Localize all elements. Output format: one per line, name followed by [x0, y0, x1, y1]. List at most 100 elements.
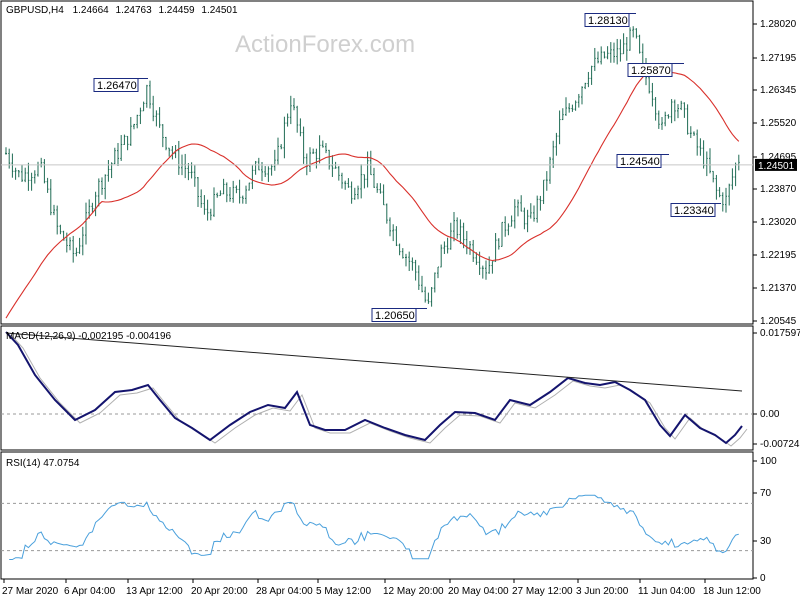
price-bar	[341, 172, 343, 189]
macd-panel-frame	[0, 325, 754, 451]
price-bar	[565, 97, 567, 116]
price-bar	[107, 159, 110, 182]
price-bar	[683, 102, 686, 118]
price-bar	[622, 33, 625, 55]
price-bar	[200, 189, 203, 208]
price-bar	[424, 286, 427, 303]
price-bar	[379, 183, 382, 194]
axis-layer: 1.28020 1.27195 1.26345 1.25520 1.24695 1.238…	[2, 19, 800, 597]
rsi-title: RSI(14) 47.0754	[6, 458, 80, 469]
price-bar	[155, 110, 158, 127]
macd-axis-tick: -0.007242	[760, 439, 800, 450]
price-bar	[94, 191, 97, 217]
price-bar	[219, 190, 222, 197]
price-bar	[251, 165, 254, 190]
price-bar	[552, 140, 555, 168]
price-bar	[344, 180, 347, 190]
price-layer: 1.26470 1.28130 1.25870 1.24540 1.23340 1.206…	[1, 13, 753, 322]
price-bar	[433, 272, 436, 293]
price-bar	[533, 205, 535, 222]
price-bar	[584, 82, 587, 90]
price-bar	[587, 71, 590, 88]
time-axis-tick: 27 Mar 2020	[2, 586, 59, 597]
price-bar	[222, 178, 225, 195]
price-bar	[305, 153, 308, 176]
price-bar	[574, 100, 577, 111]
price-bar	[197, 176, 199, 208]
price-bar	[360, 164, 363, 199]
price-bar	[193, 165, 196, 187]
svg-text:1.26470: 1.26470	[97, 80, 137, 92]
price-bar	[373, 167, 375, 188]
price-bar	[542, 179, 545, 205]
price-bar	[248, 182, 251, 191]
rsi-layer	[1, 494, 753, 560]
price-bar	[680, 100, 683, 111]
price-bar	[353, 187, 356, 200]
price-bar	[395, 226, 398, 247]
price-bar	[49, 179, 52, 216]
price-bar	[430, 287, 433, 307]
price-bar	[446, 237, 449, 254]
price-bar	[389, 217, 391, 237]
price-bar	[625, 36, 628, 61]
price-bar	[581, 86, 583, 105]
price-bar	[405, 253, 407, 267]
price-bar	[427, 292, 430, 304]
svg-text:1.25870: 1.25870	[631, 65, 671, 77]
time-axis-tick: 12 May 20:00	[383, 586, 444, 597]
price-bar	[616, 38, 619, 65]
price-bar	[37, 161, 39, 177]
price-bar	[504, 216, 507, 237]
price-bar	[597, 51, 599, 64]
price-bar	[501, 221, 503, 247]
rsi-axis-tick: 0	[760, 573, 766, 584]
price-bar	[657, 110, 660, 129]
time-axis-tick: 27 May 12:00	[512, 586, 573, 597]
price-bar	[661, 117, 663, 130]
price-bar	[507, 223, 510, 236]
macd-line	[5, 331, 743, 445]
price-bar	[606, 46, 609, 60]
price-bar	[277, 137, 279, 165]
price-bar	[392, 224, 395, 242]
close-value: 1.24501	[201, 5, 238, 16]
price-bar	[485, 260, 487, 280]
price-bar	[555, 132, 558, 156]
price-bar	[101, 177, 103, 195]
rsi-line	[9, 494, 739, 560]
price-bar	[558, 110, 561, 145]
price-bar	[347, 178, 350, 188]
price-bar	[33, 170, 36, 184]
price-bar	[491, 261, 494, 274]
price-bar	[149, 80, 151, 109]
price-bar	[177, 140, 180, 175]
price-bar	[539, 195, 542, 211]
price-bar	[289, 95, 292, 125]
price-bar	[43, 159, 46, 184]
price-bar	[526, 209, 529, 233]
price-bar	[385, 203, 388, 224]
price-bar	[686, 104, 689, 135]
price-bar	[267, 166, 270, 182]
price-bar	[513, 199, 516, 229]
price-bar	[712, 170, 715, 183]
price-bar	[609, 42, 612, 63]
price-level-label: 1.20650	[371, 308, 427, 322]
price-bar	[280, 144, 283, 150]
price-bar	[206, 199, 209, 221]
price-bar	[667, 114, 670, 119]
price-bar	[24, 167, 27, 183]
last-price-badge: 1.24501	[755, 158, 797, 172]
price-bar	[139, 107, 142, 125]
price-bar	[401, 248, 404, 259]
price-bar	[510, 215, 513, 227]
price-bar	[590, 65, 593, 85]
svg-text:1.20650: 1.20650	[375, 310, 415, 322]
price-bar	[133, 123, 135, 130]
price-bar	[549, 156, 551, 184]
price-axis-tick: 1.28020	[760, 19, 797, 30]
price-bar	[350, 181, 353, 204]
price-bar	[481, 265, 484, 279]
price-bar	[731, 168, 734, 190]
